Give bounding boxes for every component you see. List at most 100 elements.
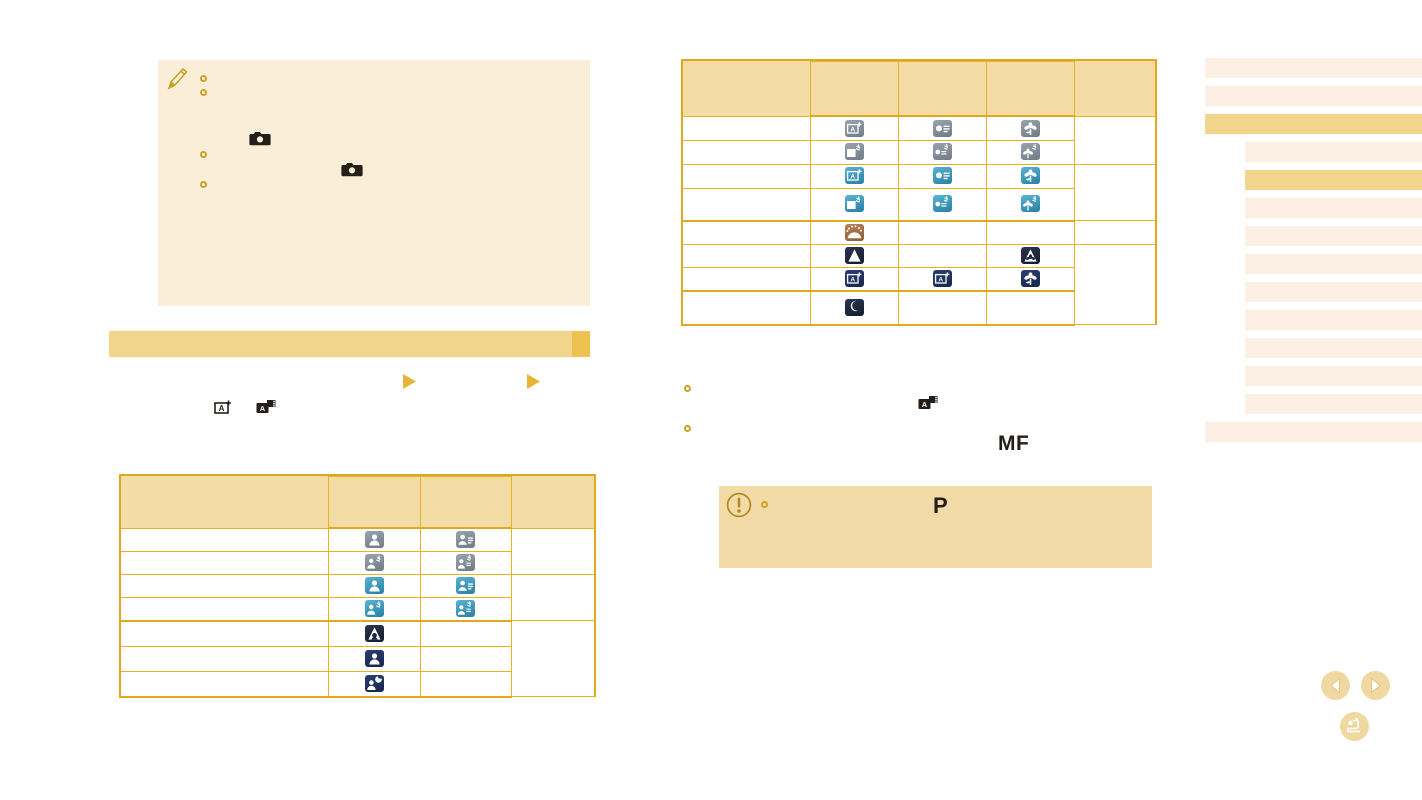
- person-card-flash-gray-icon: [456, 553, 476, 571]
- pencil-icon: [167, 67, 188, 90]
- row-label: [681, 220, 811, 245]
- table-header-row: [119, 474, 596, 529]
- svg-text:A: A: [850, 174, 855, 181]
- header-cell-other: [1074, 59, 1157, 117]
- row-label: [119, 620, 329, 647]
- portrait-card-gray-icon: [933, 119, 952, 137]
- person-card-gray-icon: [456, 531, 476, 549]
- auto-mode-icon: A: [214, 400, 231, 414]
- cell-icon: [898, 187, 987, 222]
- macro-gray-icon: [1021, 119, 1040, 137]
- sidebar-item[interactable]: [1245, 282, 1422, 302]
- note-box: [158, 60, 590, 306]
- row-label: [681, 139, 811, 165]
- cell-icon: [328, 527, 421, 552]
- cell-icon: [986, 139, 1075, 165]
- note-bullet: [684, 385, 691, 392]
- row-label: [119, 645, 329, 672]
- person-card-blue-icon: [456, 576, 476, 594]
- shooting-modes-table-left: [119, 474, 596, 698]
- row-label: [681, 266, 811, 292]
- cell-empty: [419, 670, 512, 698]
- sidebar-item[interactable]: [1205, 114, 1422, 134]
- cell-icon: [419, 550, 512, 575]
- sidebar-item[interactable]: [1245, 198, 1422, 218]
- table-row: A: [681, 163, 1157, 221]
- note-bullet: [200, 181, 207, 188]
- svg-text:A: A: [260, 404, 266, 413]
- cell-icon: A: [898, 266, 987, 292]
- sidebar-item[interactable]: [1245, 310, 1422, 330]
- header-cell-mode: [119, 474, 329, 529]
- sidebar-item[interactable]: [1245, 170, 1422, 190]
- auto-navy-icon: A: [845, 269, 864, 287]
- cell-empty: [419, 645, 512, 672]
- note-bullet: [200, 89, 207, 96]
- header-cell-sub2: [898, 61, 987, 117]
- play-arrow-icon[interactable]: [525, 373, 542, 390]
- sidebar-item[interactable]: [1245, 338, 1422, 358]
- cell-icon: [986, 115, 1075, 141]
- table-row: [681, 290, 1156, 326]
- row-label: [681, 187, 811, 222]
- cell-icon: [328, 550, 421, 575]
- cell-empty: [419, 620, 512, 647]
- note-bullet: [200, 75, 207, 82]
- row-label: [681, 115, 811, 141]
- table-row: [119, 550, 595, 575]
- camera-icon: [341, 163, 363, 177]
- sidebar-item[interactable]: [1205, 58, 1422, 78]
- svg-text:A: A: [850, 276, 855, 283]
- cell-icon: [898, 163, 987, 189]
- macro-spotlight-dark-icon: [1021, 246, 1040, 264]
- table-row: [119, 670, 595, 698]
- table-subheader-row: [120, 476, 595, 529]
- cell-icon: [328, 645, 421, 672]
- cell-empty: [898, 243, 987, 268]
- sidebar-item[interactable]: [1205, 422, 1422, 442]
- macro-navy-icon: [1021, 269, 1040, 287]
- play-arrow-icon[interactable]: [401, 373, 418, 390]
- manual-focus-glyph: MF: [998, 432, 1030, 455]
- auto-blue-icon: A: [845, 167, 864, 185]
- cell-icon: [810, 290, 899, 326]
- person-flash-blue-icon: [364, 599, 384, 617]
- cell-icon: [810, 139, 899, 165]
- row-label: [119, 596, 329, 622]
- row-label: [119, 527, 329, 552]
- cell-icon: [986, 266, 1075, 292]
- person-moon-navy-icon: [364, 674, 384, 692]
- sidebar-item[interactable]: [1205, 86, 1422, 106]
- cell-icon: A: [810, 115, 899, 141]
- row-label: [119, 670, 329, 698]
- cell-empty: [986, 220, 1075, 245]
- cell-icon: [986, 243, 1075, 268]
- header-cell-sub3: [986, 61, 1075, 117]
- sidebar-item[interactable]: [1245, 254, 1422, 274]
- cell-icon: [328, 670, 421, 698]
- section-heading-cap: [572, 331, 590, 357]
- sidebar-item[interactable]: [1245, 142, 1422, 162]
- sidebar-item[interactable]: [1245, 366, 1422, 386]
- person-spotlight-dark-icon: [364, 624, 384, 642]
- sidebar-item[interactable]: [1245, 226, 1422, 246]
- section-heading: [109, 331, 590, 357]
- cell-other: [1074, 243, 1157, 325]
- table-subheader-row: [682, 61, 1156, 117]
- cell-empty: [986, 290, 1075, 326]
- return-to-top-button[interactable]: [1340, 712, 1369, 741]
- cell-icon: A: [810, 163, 899, 189]
- cell-empty: [898, 290, 987, 326]
- auto-gray-icon: A: [845, 119, 864, 137]
- row-label: [119, 550, 329, 575]
- svg-text:A: A: [922, 400, 928, 409]
- fireworks-brown-icon: [845, 223, 864, 241]
- sidebar-item[interactable]: [1245, 394, 1422, 414]
- previous-page-button[interactable]: [1321, 671, 1350, 700]
- hybrid-auto-icon: A: [256, 400, 276, 413]
- header-cell-mode: [681, 59, 811, 117]
- exclamation-icon: [726, 492, 752, 518]
- next-page-button[interactable]: [1361, 671, 1390, 700]
- cell-other: [511, 527, 596, 575]
- cell-icon: [986, 187, 1075, 222]
